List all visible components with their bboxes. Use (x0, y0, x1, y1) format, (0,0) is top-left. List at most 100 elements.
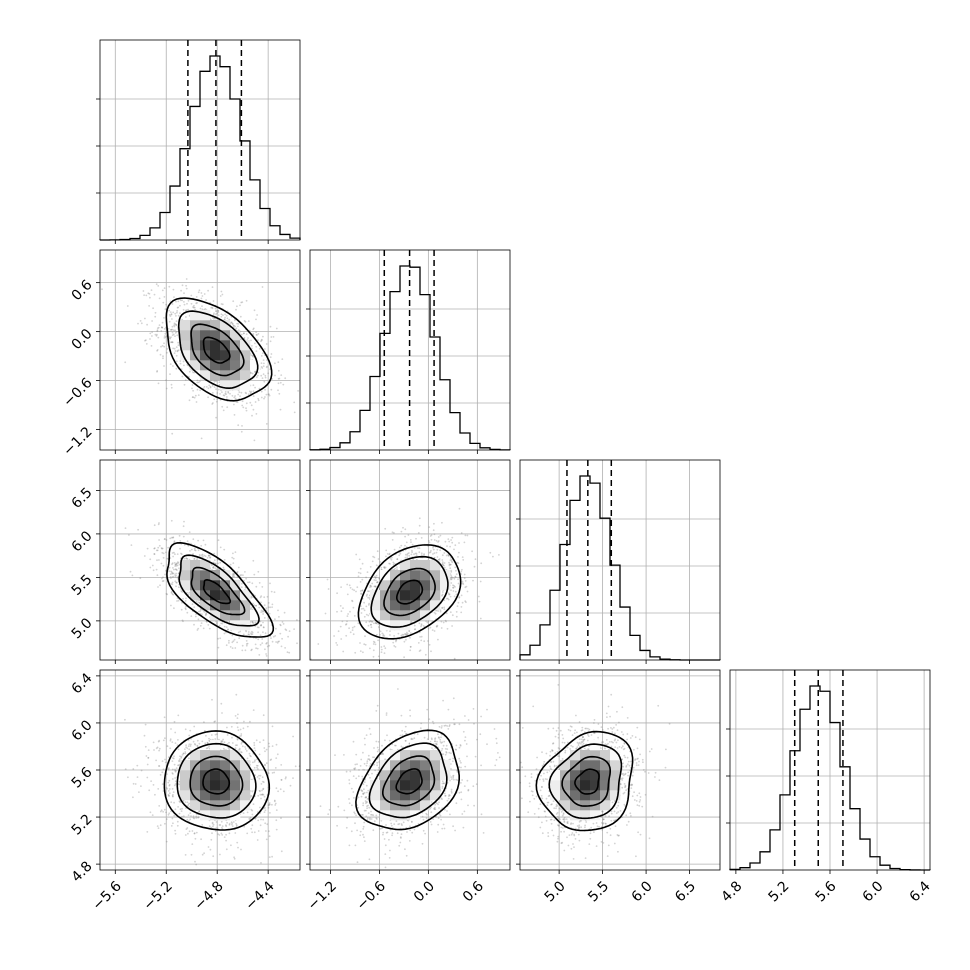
scatter-point (175, 585, 177, 588)
scatter-point (157, 788, 160, 790)
scatter-point (149, 566, 152, 569)
scatter-point (260, 338, 263, 341)
density-cell (210, 320, 221, 331)
scatter-point (207, 396, 210, 399)
scatter-point (163, 335, 166, 337)
scatter-point (464, 534, 467, 537)
scatter-point (194, 615, 197, 618)
scatter-point (245, 577, 248, 580)
scatter-point (349, 586, 352, 589)
scatter-point (327, 588, 330, 590)
pair-panel-3-0 (124, 693, 301, 866)
scatter-point (169, 311, 172, 313)
scatter-point (175, 572, 178, 575)
scatter-point (461, 556, 464, 558)
scatter-point (260, 339, 263, 342)
scatter-point (392, 561, 395, 564)
scatter-point (174, 780, 177, 783)
scatter-point (466, 534, 469, 537)
scatter-point (284, 647, 286, 649)
scatter-point (166, 593, 169, 596)
scatter-point (379, 561, 382, 563)
scatter-point (238, 391, 241, 394)
scatter-point (452, 586, 455, 589)
scatter-point (362, 651, 364, 654)
scatter-point (342, 650, 345, 653)
scatter-point (240, 574, 243, 576)
scatter-point (149, 296, 151, 299)
scatter-point (373, 556, 376, 559)
scatter-point (262, 352, 264, 355)
scatter-point (168, 314, 171, 316)
scatter-point (212, 855, 215, 858)
scatter-point (280, 645, 283, 648)
scatter-point (175, 581, 178, 584)
scatter-point (447, 598, 450, 601)
scatter-point (198, 610, 200, 613)
scatter-point (170, 728, 172, 730)
scatter-point (443, 562, 446, 564)
scatter-point (478, 600, 481, 603)
scatter-point (264, 374, 267, 377)
scatter-point (257, 638, 260, 641)
density-cell (190, 330, 201, 341)
scatter-point (165, 303, 168, 306)
scatter-point (124, 361, 127, 364)
scatter-point (232, 562, 235, 564)
scatter-point (264, 348, 266, 350)
scatter-point (176, 306, 179, 309)
scatter-point (261, 638, 264, 640)
scatter-point (410, 553, 413, 556)
scatter-point (427, 620, 430, 623)
scatter-point (219, 637, 222, 640)
scatter-point (463, 541, 466, 544)
scatter-point (266, 595, 269, 598)
scatter-point (422, 624, 425, 627)
scatter-point (460, 606, 463, 608)
scatter-point (260, 362, 263, 365)
scatter-point (214, 317, 217, 320)
scatter-point (174, 329, 177, 332)
scatter-point (403, 640, 406, 643)
scatter-point (271, 855, 273, 858)
scatter-point (360, 593, 363, 595)
scatter-point (174, 568, 177, 571)
scatter-point (194, 837, 197, 840)
scatter-point (372, 655, 375, 658)
scatter-point (234, 647, 237, 649)
density-cell (230, 330, 241, 341)
scatter-point (246, 811, 249, 814)
scatter-point (402, 526, 404, 529)
scatter-point (366, 571, 369, 573)
scatter-point (393, 532, 395, 534)
scatter-point (207, 555, 210, 557)
scatter-point (185, 316, 187, 318)
scatter-point (365, 613, 368, 616)
scatter-point (365, 576, 367, 579)
scatter-point (237, 631, 240, 634)
scatter-point (442, 621, 445, 624)
scatter-point (156, 559, 158, 562)
scatter-point (279, 381, 282, 384)
scatter-point (394, 646, 397, 648)
scatter-point (254, 643, 257, 646)
scatter-point (373, 622, 375, 625)
density-cell (180, 570, 191, 581)
scatter-point (158, 297, 161, 300)
scatter-point (453, 595, 456, 598)
scatter-point (217, 637, 220, 640)
scatter-point (156, 349, 159, 351)
scatter-point (450, 559, 453, 561)
scatter-point (250, 633, 253, 636)
scatter-point (364, 635, 366, 638)
scatter-point (255, 331, 257, 334)
scatter-point (423, 640, 426, 643)
scatter-point (450, 589, 452, 592)
scatter-point (293, 401, 296, 404)
scatter-point (361, 578, 364, 581)
scatter-point (380, 651, 383, 654)
scatter-point (245, 644, 248, 647)
scatter-point (176, 334, 179, 337)
scatter-point (340, 586, 342, 588)
scatter-point (439, 610, 442, 613)
